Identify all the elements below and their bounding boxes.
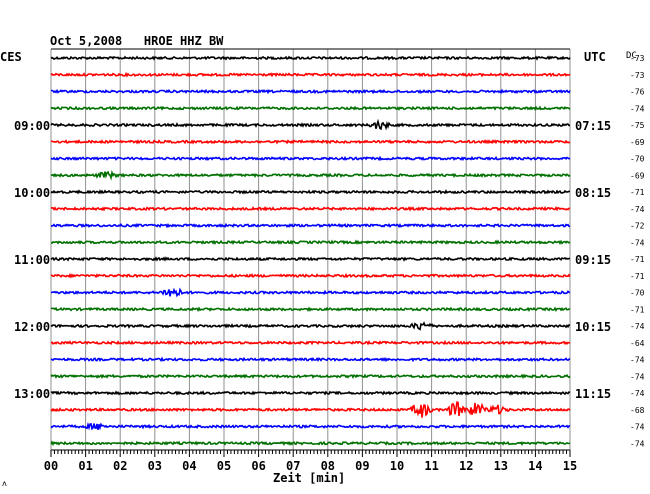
dc-value: -74 bbox=[630, 389, 645, 398]
dc-value: -74 bbox=[630, 423, 645, 432]
right-axis-label: UTC bbox=[584, 50, 606, 64]
trace-22 bbox=[50, 421, 571, 431]
x-tick-label: 13 bbox=[494, 459, 508, 473]
trace-23 bbox=[50, 440, 571, 447]
x-tick-label: 08 bbox=[321, 459, 335, 473]
dc-value: -71 bbox=[630, 272, 645, 281]
trace-8 bbox=[50, 189, 571, 195]
x-tick-label: 12 bbox=[459, 459, 473, 473]
x-tick-label: 10 bbox=[390, 459, 404, 473]
x-tick-label: 05 bbox=[217, 459, 231, 473]
x-tick-label: 06 bbox=[251, 459, 265, 473]
right-time-label: 08:15 bbox=[575, 186, 611, 200]
dc-value: -71 bbox=[630, 305, 645, 314]
right-time-label: 10:15 bbox=[575, 320, 611, 334]
left-time-label: 13:00 bbox=[14, 387, 50, 401]
dc-value: -74 bbox=[630, 205, 645, 214]
trace-17 bbox=[50, 339, 571, 346]
trace-12 bbox=[50, 256, 571, 262]
dc-value: -76 bbox=[630, 88, 645, 97]
dc-value: -74 bbox=[630, 372, 645, 381]
x-tick-label: 09 bbox=[355, 459, 369, 473]
dc-value: -72 bbox=[630, 222, 645, 231]
right-time-label: 09:15 bbox=[575, 253, 611, 267]
trace-13 bbox=[50, 272, 571, 279]
dc-value: -75 bbox=[630, 121, 645, 130]
dc-value: -71 bbox=[630, 255, 645, 264]
x-tick-label: 02 bbox=[113, 459, 127, 473]
dc-value: -74 bbox=[630, 238, 645, 247]
dc-value: -68 bbox=[630, 406, 645, 415]
dc-value: -74 bbox=[630, 322, 645, 331]
trace-0 bbox=[50, 55, 571, 61]
trace-3 bbox=[50, 105, 571, 111]
x-tick-label: 04 bbox=[182, 459, 196, 473]
x-tick-label: 03 bbox=[148, 459, 162, 473]
trace-21 bbox=[50, 401, 571, 418]
trace-20 bbox=[50, 390, 571, 396]
trace-14 bbox=[50, 287, 571, 298]
dc-value: -73 bbox=[630, 54, 645, 63]
dc-value: -69 bbox=[630, 138, 645, 147]
dc-value: -70 bbox=[630, 155, 645, 164]
left-time-label: 09:00 bbox=[14, 119, 50, 133]
trace-18 bbox=[50, 356, 571, 363]
axis-labels: Oct 5,2008 HROE HHZ BW CES UTC DC Zeit [… bbox=[0, 34, 645, 488]
seismic-traces bbox=[50, 55, 571, 447]
trace-2 bbox=[51, 88, 571, 95]
dc-value: -74 bbox=[630, 439, 645, 448]
dc-value: -69 bbox=[630, 171, 645, 180]
trace-6 bbox=[50, 155, 571, 162]
trace-1 bbox=[50, 71, 571, 78]
x-tick-label: 01 bbox=[78, 459, 92, 473]
corner-mark: ʌ bbox=[2, 479, 7, 488]
x-tick-label: 11 bbox=[424, 459, 438, 473]
trace-19 bbox=[50, 373, 571, 380]
trace-4 bbox=[50, 118, 570, 131]
dc-value: -73 bbox=[630, 71, 645, 80]
dc-value: -70 bbox=[630, 289, 645, 298]
right-time-label: 07:15 bbox=[575, 119, 611, 133]
minute-gridlines bbox=[50, 48, 571, 457]
left-time-label: 10:00 bbox=[14, 186, 50, 200]
x-axis-label: Zeit [min] bbox=[273, 471, 345, 485]
dc-value: -74 bbox=[630, 356, 645, 365]
dc-value: -74 bbox=[630, 104, 645, 113]
right-time-label: 11:15 bbox=[575, 387, 611, 401]
dc-label: DC bbox=[626, 51, 637, 61]
trace-10 bbox=[50, 222, 571, 229]
trace-5 bbox=[50, 139, 571, 145]
x-tick-label: 14 bbox=[528, 459, 542, 473]
x-tick-label: 00 bbox=[44, 459, 58, 473]
dc-value: -71 bbox=[630, 188, 645, 197]
x-tick-label: 15 bbox=[563, 459, 577, 473]
left-time-label: 12:00 bbox=[14, 320, 50, 334]
left-time-label: 11:00 bbox=[14, 253, 50, 267]
left-axis-label: CES bbox=[0, 50, 22, 64]
chart-title: Oct 5,2008 HROE HHZ BW bbox=[50, 34, 224, 48]
trace-7 bbox=[50, 169, 571, 181]
trace-16 bbox=[50, 321, 571, 331]
trace-11 bbox=[51, 239, 571, 246]
dc-value: -64 bbox=[630, 339, 645, 348]
trace-9 bbox=[50, 205, 571, 212]
x-tick-label: 07 bbox=[286, 459, 300, 473]
trace-15 bbox=[50, 306, 571, 313]
